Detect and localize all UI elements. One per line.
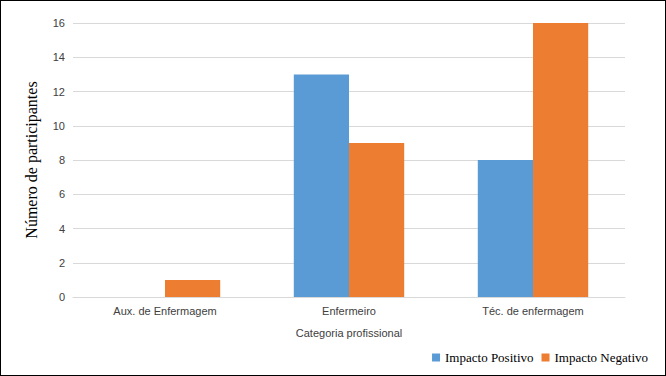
svg-text:14: 14 bbox=[53, 51, 65, 63]
svg-text:Impacto Negativo: Impacto Negativo bbox=[555, 350, 649, 365]
svg-text:12: 12 bbox=[53, 86, 65, 98]
svg-text:2: 2 bbox=[59, 257, 65, 269]
svg-text:4: 4 bbox=[59, 223, 65, 235]
svg-text:Categoria profissional: Categoria profissional bbox=[296, 327, 402, 339]
svg-text:8: 8 bbox=[59, 154, 65, 166]
svg-text:10: 10 bbox=[53, 120, 65, 132]
svg-text:Téc. de enfermagem: Téc. de enfermagem bbox=[482, 305, 584, 317]
svg-text:Aux. de Enfermagem: Aux. de Enfermagem bbox=[113, 305, 216, 317]
svg-text:Impacto Positivo: Impacto Positivo bbox=[445, 350, 533, 365]
svg-text:6: 6 bbox=[59, 188, 65, 200]
svg-text:Enfermeiro: Enfermeiro bbox=[322, 305, 376, 317]
svg-text:16: 16 bbox=[53, 17, 65, 29]
svg-text:Número de participantes: Número de participantes bbox=[23, 81, 41, 238]
svg-text:0: 0 bbox=[59, 291, 65, 303]
